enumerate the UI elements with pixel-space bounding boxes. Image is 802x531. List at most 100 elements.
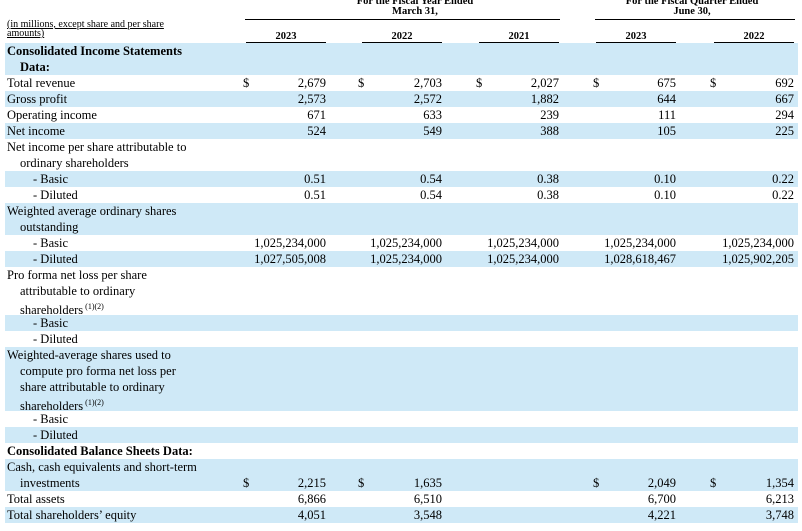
cell-value: 0.38 [537,188,559,202]
unit-note: (in millions, except share and per share… [7,19,164,39]
group-rule [245,19,560,20]
cell-value: 1,027,505,008 [254,252,326,266]
currency-symbol: $ [243,476,250,490]
row-shade [5,347,798,411]
column-year: 2023 [275,31,297,42]
cell-value: 0.51 [304,188,326,202]
cell-value: 2,027 [530,76,559,90]
row-shade [5,251,798,267]
cell-value: 633 [423,108,442,122]
row-label: - Diluted [33,188,78,202]
row-label: Total shareholders’ equity [7,508,137,522]
cell-value: 1,025,234,000 [254,236,326,250]
row-label: attributable to ordinary [20,284,136,298]
cell-value: 2,049 [647,476,676,490]
row-label: Cash, cash equivalents and short-term [7,460,197,474]
footnote-ref: (1)(2) [83,302,104,311]
cell-value: 667 [775,92,794,106]
cell-value: 1,025,902,205 [722,252,794,266]
cell-value: 1,025,234,000 [370,252,442,266]
cell-value: 111 [658,108,676,122]
row-label: outstanding [20,220,79,234]
currency-symbol: $ [243,76,250,90]
cell-value: 1,028,618,467 [604,252,676,266]
row-label: Weighted average ordinary shares [7,204,177,218]
cell-value: 0.22 [772,172,794,186]
cell-value: 1,025,234,000 [487,236,559,250]
row-label: shareholders (1)(2) [20,302,104,318]
cell-value: 294 [775,108,794,122]
cell-value: 0.10 [654,172,676,186]
row-label: Weighted-average shares used to [7,348,171,362]
row-label: investments [20,476,80,490]
currency-symbol: $ [358,476,365,490]
row-label: ordinary shareholders [20,156,129,170]
cell-value: 0.54 [420,172,442,186]
cell-value: 2,215 [297,476,326,490]
cell-value: 0.54 [420,188,442,202]
row-label: Total assets [7,492,65,506]
row-label: - Diluted [33,252,78,266]
row-label: Total revenue [7,76,76,90]
row-label: share attributable to ordinary [20,380,165,394]
group-rule [595,19,795,20]
row-shade [5,123,798,139]
row-shade [5,171,798,187]
cell-value: 6,213 [765,492,794,506]
row-shade [5,315,798,331]
column-year: 2023 [625,31,647,42]
cell-value: 524 [307,124,326,138]
cell-value: 0.51 [304,172,326,186]
cell-value: 2,573 [297,92,326,106]
row-shade [5,91,798,107]
row-label: - Diluted [33,332,78,346]
row-shade [5,427,798,443]
cell-value: 1,025,234,000 [370,236,442,250]
row-label: compute pro forma net loss per [20,364,176,378]
cell-value: 239 [540,108,559,122]
currency-symbol: $ [476,76,483,90]
row-label: Gross profit [7,92,68,106]
cell-value: 105 [657,124,676,138]
row-label: Consolidated Balance Sheets Data: [7,444,193,458]
row-label: Pro forma net loss per share [7,268,147,282]
row-shade [5,203,798,235]
cell-value: 1,025,234,000 [487,252,559,266]
cell-value: 2,679 [297,76,326,90]
column-year: 2022 [391,31,413,42]
row-label: Consolidated Income Statements [7,44,182,58]
cell-value: 4,221 [647,508,676,522]
column-rule [246,42,326,43]
currency-symbol: $ [710,476,717,490]
cell-value: 4,051 [297,508,326,522]
cell-value: 1,882 [530,92,559,106]
cell-value: 675 [657,76,676,90]
row-label: - Basic [33,172,69,186]
row-label: - Basic [33,316,69,330]
currency-symbol: $ [710,76,717,90]
column-rule [362,42,442,43]
group-title: For the Fiscal Year Ended [356,0,474,7]
row-label: Net income [7,124,65,138]
currency-symbol: $ [593,76,600,90]
cell-value: 1,025,234,000 [722,236,794,250]
group-title: For the Fiscal Quarter Ended [625,0,759,7]
cell-value: 0.38 [537,172,559,186]
row-label: shareholders (1)(2) [20,398,104,414]
column-rule [714,42,794,43]
row-label: - Basic [33,412,69,426]
column-year: 2021 [508,31,530,42]
cell-value: 692 [775,76,794,90]
cell-value: 3,748 [765,508,794,522]
cell-value: 6,510 [413,492,442,506]
row-label: - Diluted [33,428,78,442]
column-year: 2022 [743,31,765,42]
cell-value: 6,866 [297,492,326,506]
row-shade [5,43,798,75]
cell-value: 549 [423,124,442,138]
row-label: Operating income [7,108,97,122]
cell-value: 1,354 [765,476,794,490]
group-title: June 30, [673,6,711,17]
currency-symbol: $ [593,476,600,490]
